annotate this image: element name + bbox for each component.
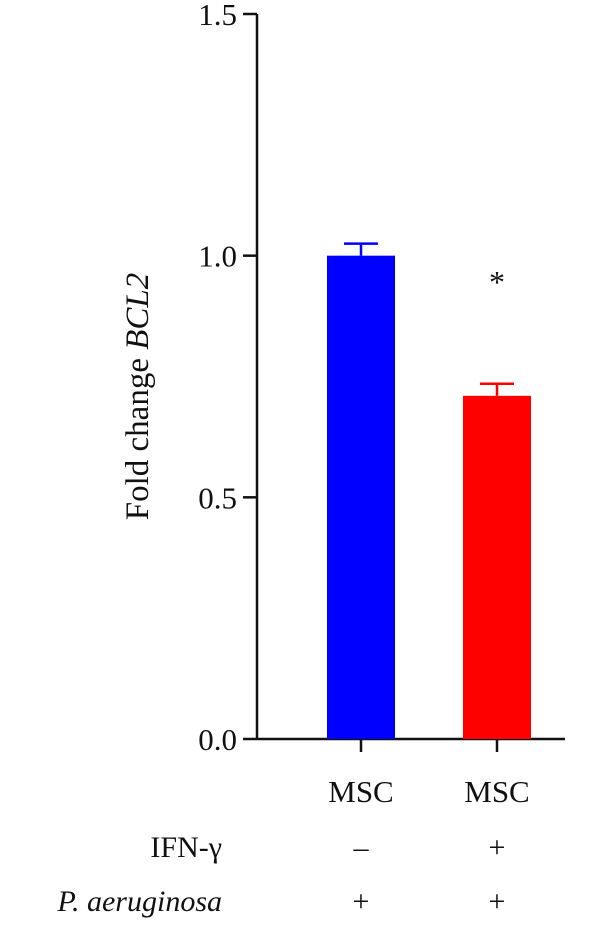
condition-sign: – (353, 831, 370, 864)
bar (327, 255, 395, 739)
condition-sign: + (489, 885, 506, 918)
bars (327, 255, 531, 739)
y-axis-label: Fold change BCL2 (120, 273, 156, 521)
y-ticks: 0.0 0.5 1.0 1.5 (198, 0, 257, 757)
y-tick-label: 1.0 (198, 239, 237, 274)
significance-marker: * (489, 264, 505, 300)
condition-rows: IFN-γ – + P. aeruginosa + + (57, 831, 506, 918)
condition-row-label: IFN-γ (150, 831, 222, 864)
condition-sign: + (489, 831, 506, 864)
y-tick-label: 0.5 (198, 480, 237, 515)
error-bars (344, 242, 514, 396)
y-tick-label: 1.5 (198, 0, 237, 32)
x-category-label: MSC (464, 774, 529, 809)
condition-sign: + (353, 885, 370, 918)
y-axis-label-text: Fold change (120, 358, 156, 520)
bar (463, 395, 531, 739)
y-axis-label-gene: BCL2 (120, 273, 156, 350)
x-ticks: MSC MSC (328, 739, 530, 809)
condition-row-label: P. aeruginosa (57, 885, 222, 918)
x-category-label: MSC (328, 774, 393, 809)
y-tick-label: 0.0 (198, 722, 237, 757)
annotations: * (489, 264, 505, 300)
